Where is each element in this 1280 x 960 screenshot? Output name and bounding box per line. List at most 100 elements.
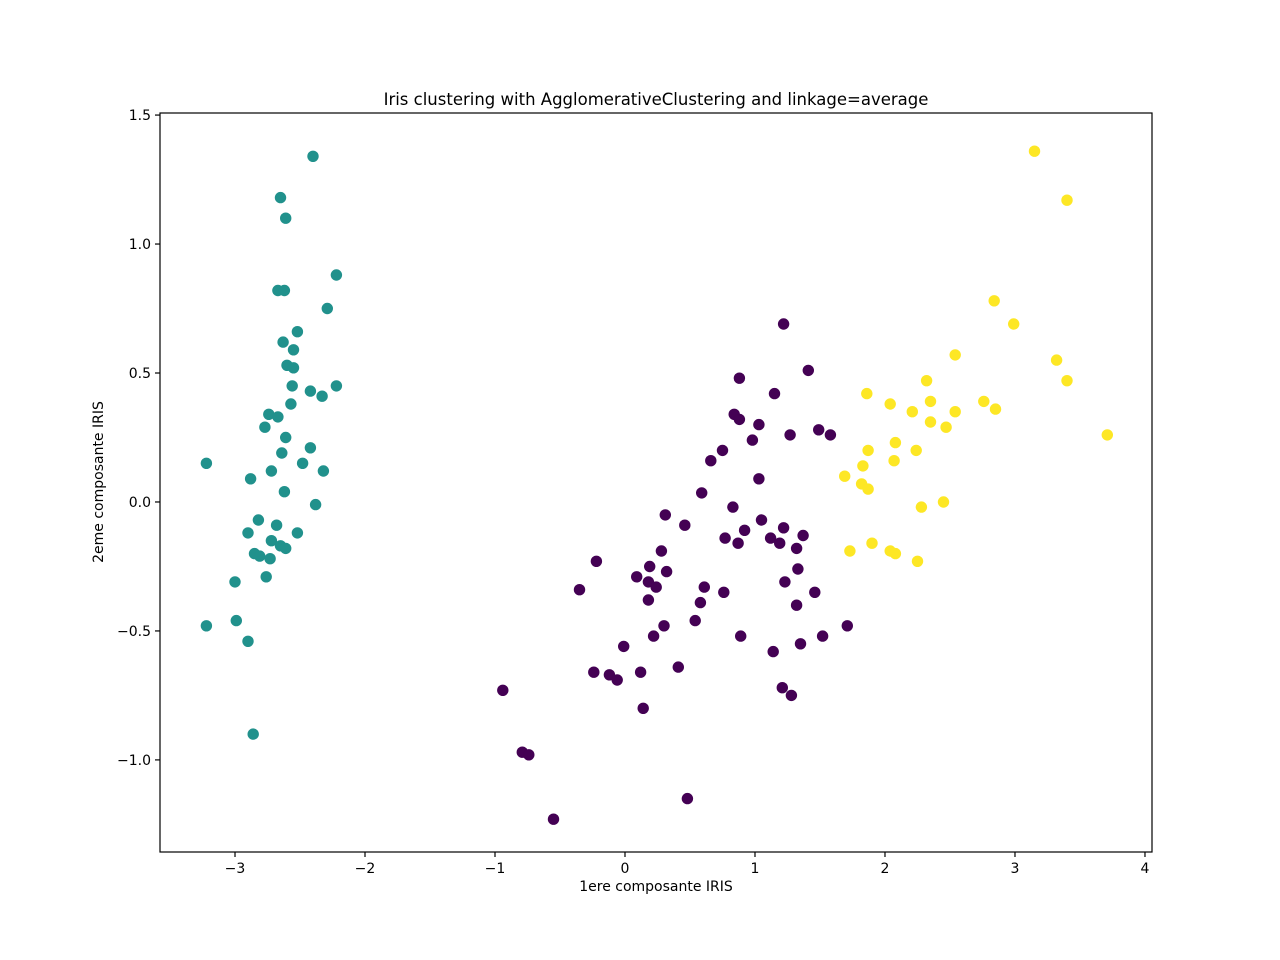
- data-point-cluster-1-teal: [285, 398, 297, 410]
- data-point-cluster-0-purple: [779, 576, 791, 588]
- data-point-cluster-2-yellow: [889, 547, 902, 560]
- data-point-cluster-2-yellow: [889, 436, 902, 449]
- data-point-cluster-0-purple: [732, 537, 744, 549]
- data-point-cluster-0-purple: [764, 532, 777, 544]
- data-point-cluster-0-purple: [777, 318, 790, 330]
- data-point-cluster-2-yellow: [924, 416, 937, 428]
- data-point-cluster-2-yellow: [862, 483, 874, 495]
- data-point-cluster-0-purple: [777, 522, 790, 534]
- data-point-cluster-1-teal: [317, 465, 330, 477]
- data-point-cluster-0-purple: [588, 666, 600, 678]
- data-point-cluster-2-yellow: [1061, 194, 1073, 206]
- data-point-cluster-1-teal: [259, 421, 271, 433]
- data-point-cluster-1-teal: [321, 302, 333, 315]
- data-point-cluster-0-purple: [809, 586, 821, 598]
- data-point-cluster-2-yellow: [1008, 318, 1020, 330]
- data-point-cluster-0-purple: [824, 429, 837, 441]
- x-tick-label: 0: [621, 861, 630, 877]
- data-point-cluster-2-yellow: [937, 496, 950, 508]
- data-point-cluster-2-yellow: [924, 395, 937, 408]
- data-point-cluster-2-yellow: [915, 501, 928, 513]
- data-point-cluster-1-teal: [309, 498, 322, 511]
- data-point-cluster-0-purple: [689, 614, 701, 627]
- data-point-cluster-0-purple: [650, 581, 662, 593]
- data-point-cluster-1-teal: [316, 390, 328, 402]
- data-point-cluster-2-yellow: [839, 470, 851, 482]
- data-point-cluster-1-teal: [330, 269, 343, 281]
- data-point-cluster-0-purple: [733, 413, 746, 426]
- data-point-cluster-1-teal: [229, 576, 241, 588]
- data-point-cluster-0-purple: [792, 563, 804, 575]
- data-point-cluster-0-purple: [660, 565, 673, 578]
- data-point-cluster-0-purple: [790, 599, 803, 611]
- data-point-cluster-1-teal: [286, 380, 298, 392]
- x-tick-label: 4: [1141, 861, 1150, 877]
- x-tick-label: −2: [355, 861, 376, 877]
- data-point-cluster-0-purple: [735, 630, 747, 642]
- data-point-cluster-1-teal: [287, 362, 300, 374]
- data-point-cluster-0-purple: [790, 542, 803, 555]
- data-point-cluster-1-teal: [278, 486, 291, 498]
- data-point-cluster-0-purple: [642, 594, 655, 606]
- data-point-cluster-0-purple: [802, 364, 814, 377]
- data-point-cluster-1-teal: [230, 614, 242, 627]
- y-tick-label: 0.0: [129, 495, 151, 511]
- data-point-cluster-0-purple: [547, 813, 560, 825]
- data-point-cluster-2-yellow: [1101, 429, 1114, 441]
- axes-spines: [159, 112, 1153, 853]
- data-point-cluster-2-yellow: [1050, 354, 1063, 366]
- data-point-cluster-1-teal: [280, 542, 292, 555]
- data-point-cluster-1-teal: [277, 336, 289, 348]
- data-point-cluster-1-teal: [272, 411, 284, 423]
- y-tick-label: −1.0: [117, 753, 151, 769]
- data-point-cluster-0-purple: [679, 519, 691, 531]
- data-point-cluster-0-purple: [618, 640, 630, 653]
- data-point-cluster-0-purple: [696, 487, 708, 499]
- data-point-cluster-0-purple: [784, 429, 796, 441]
- data-point-cluster-0-purple: [794, 638, 807, 650]
- data-point-cluster-2-yellow: [989, 403, 1002, 415]
- data-point-cluster-1-teal: [247, 728, 259, 740]
- data-point-cluster-2-yellow: [949, 349, 961, 361]
- data-point-cluster-1-teal: [280, 431, 292, 444]
- data-point-cluster-0-purple: [698, 581, 710, 593]
- data-point-cluster-0-purple: [634, 666, 647, 678]
- data-point-cluster-0-purple: [705, 455, 717, 467]
- data-point-cluster-2-yellow: [884, 398, 896, 410]
- x-tick-label: 2: [881, 861, 890, 877]
- data-point-cluster-0-purple: [813, 424, 825, 436]
- data-point-cluster-0-purple: [655, 545, 668, 557]
- data-point-cluster-0-purple: [767, 645, 779, 658]
- data-point-cluster-1-teal: [278, 284, 291, 297]
- data-point-cluster-1-teal: [291, 326, 304, 338]
- y-tick-label: 0.5: [129, 366, 151, 382]
- data-point-cluster-0-purple: [716, 444, 729, 457]
- data-point-cluster-1-teal: [200, 620, 213, 632]
- data-point-cluster-2-yellow: [844, 545, 856, 557]
- data-point-cluster-0-purple: [573, 584, 586, 596]
- data-point-cluster-1-teal: [280, 212, 292, 224]
- data-point-cluster-2-yellow: [862, 444, 874, 457]
- data-point-cluster-1-teal: [260, 571, 272, 583]
- x-tick-label: 1: [751, 861, 760, 877]
- data-point-cluster-0-purple: [841, 620, 853, 632]
- data-point-cluster-1-teal: [287, 344, 300, 356]
- data-point-cluster-0-purple: [497, 684, 509, 696]
- data-point-cluster-0-purple: [753, 473, 765, 485]
- data-point-cluster-0-purple: [727, 501, 739, 513]
- data-point-cluster-1-teal: [244, 473, 257, 485]
- data-point-cluster-1-teal: [242, 635, 254, 647]
- data-point-cluster-1-teal: [263, 408, 275, 420]
- data-point-cluster-2-yellow: [949, 406, 961, 418]
- data-point-cluster-1-teal: [307, 150, 319, 162]
- y-axis-label-text: 2eme composante IRIS: [91, 401, 107, 563]
- data-point-cluster-1-teal: [200, 457, 213, 469]
- data-point-cluster-1-teal: [291, 527, 304, 539]
- data-point-cluster-0-purple: [658, 620, 670, 632]
- data-point-cluster-0-purple: [611, 674, 623, 686]
- x-tick-label: 3: [1011, 861, 1020, 877]
- data-point-cluster-0-purple: [672, 661, 684, 673]
- x-tick-label: −3: [225, 861, 246, 877]
- data-point-cluster-0-purple: [659, 509, 671, 521]
- data-point-cluster-1-teal: [276, 447, 288, 459]
